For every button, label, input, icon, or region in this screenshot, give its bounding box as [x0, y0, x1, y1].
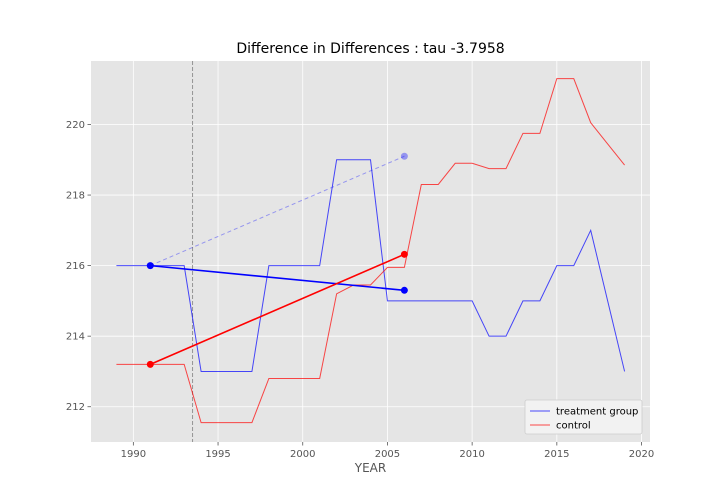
x-tick-label: 2000 [290, 449, 315, 460]
x-tick-label: 2020 [629, 449, 654, 460]
y-tick-label: 216 [66, 261, 85, 272]
plot-background [91, 61, 650, 442]
x-ticks: 1990 1995 2000 2005 2010 2015 2020 [121, 442, 654, 460]
chart-title: Difference in Differences : tau -3.7958 [236, 41, 504, 57]
legend-label-control: control [556, 421, 591, 432]
y-tick-label: 212 [66, 402, 85, 413]
series-layer [116, 78, 626, 424]
x-tick-label: 2010 [459, 449, 484, 460]
counterfactual-point [400, 152, 408, 160]
control-did-point [400, 250, 408, 258]
x-axis-label: YEAR [354, 461, 386, 475]
treatment-did-point [146, 262, 154, 270]
legend: treatment group control [524, 399, 643, 435]
y-ticks: 212 214 216 218 220 [66, 120, 91, 413]
x-tick-label: 2015 [544, 449, 569, 460]
treatment-did-line [150, 264, 405, 292]
did-layer [146, 152, 408, 368]
y-tick-label: 220 [66, 120, 85, 131]
legend-label-treatment: treatment group [556, 407, 638, 418]
x-tick-label: 1995 [205, 449, 230, 460]
treatment-did-point [400, 286, 408, 294]
control-did-line [149, 253, 405, 366]
control-did-point [146, 360, 154, 368]
treatment-series-line [116, 159, 626, 372]
y-tick-label: 214 [66, 332, 85, 343]
x-tick-label: 2005 [375, 449, 400, 460]
control-series-line [116, 78, 625, 424]
y-tick-label: 218 [66, 191, 85, 202]
x-tick-label: 1990 [121, 449, 146, 460]
legend-box [524, 399, 643, 435]
